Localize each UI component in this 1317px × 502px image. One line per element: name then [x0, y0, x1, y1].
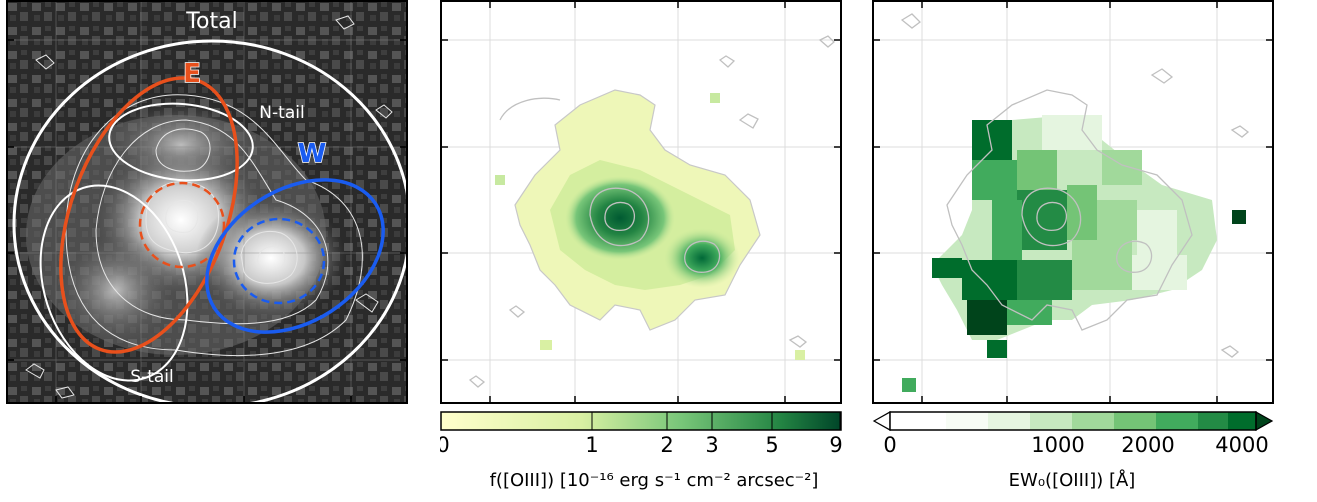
w-aperture [205, 178, 385, 334]
ew-tick-0: 0 [883, 433, 896, 457]
oiii-flux-map: 0 1 2 3 5 9 f([OIII]) [10⁻¹⁶ erg s⁻¹ cm⁻… [436, 0, 843, 491]
total-label: Total [185, 9, 237, 34]
ew-colorbar-label: EW₀([OIII]) [Å] [1009, 469, 1136, 491]
e-aperture [59, 76, 239, 354]
flux-tick-1: 1 [585, 433, 598, 457]
oiii-flux-panel: 0 1 2 3 5 9 f([OIII]) [10⁻¹⁶ erg s⁻¹ cm⁻… [436, 0, 843, 498]
oiii-ew-panel: 0 1000 2000 4000 EW₀([OIII]) [Å] [872, 0, 1276, 498]
n-tail-label: N-tail [259, 103, 304, 123]
s-tail-label: S-tail [130, 367, 173, 387]
total-image: Total E W N-tail S-tail [6, 0, 408, 404]
w-inner-aperture [232, 217, 326, 305]
ew-tick-2000: 2000 [1121, 433, 1174, 457]
flux-tick-9: 9 [829, 433, 842, 457]
flux-tick-5: 5 [765, 433, 778, 457]
ew-tick-4000: 4000 [1215, 433, 1268, 457]
total-image-panel: Total E W N-tail S-tail [6, 0, 408, 404]
oiii-ew-map: 0 1000 2000 4000 EW₀([OIII]) [Å] [872, 0, 1274, 491]
flux-tick-3: 3 [705, 433, 718, 457]
w-label: W [298, 139, 327, 169]
total-aperture [12, 39, 408, 404]
ew-colorbar [872, 410, 1274, 432]
flux-colorbar [440, 411, 842, 431]
s-tail-aperture [39, 184, 189, 382]
flux-colorbar-label: f([OIII]) [10⁻¹⁶ erg s⁻¹ cm⁻² arcsec⁻²] [490, 470, 819, 491]
e-inner-aperture [138, 181, 226, 269]
e-label: E [183, 59, 201, 89]
flux-tick-2: 2 [660, 433, 673, 457]
n-tail-aperture [108, 102, 254, 182]
flux-tick-0: 0 [440, 433, 450, 457]
ew-tick-1000: 1000 [1031, 433, 1084, 457]
